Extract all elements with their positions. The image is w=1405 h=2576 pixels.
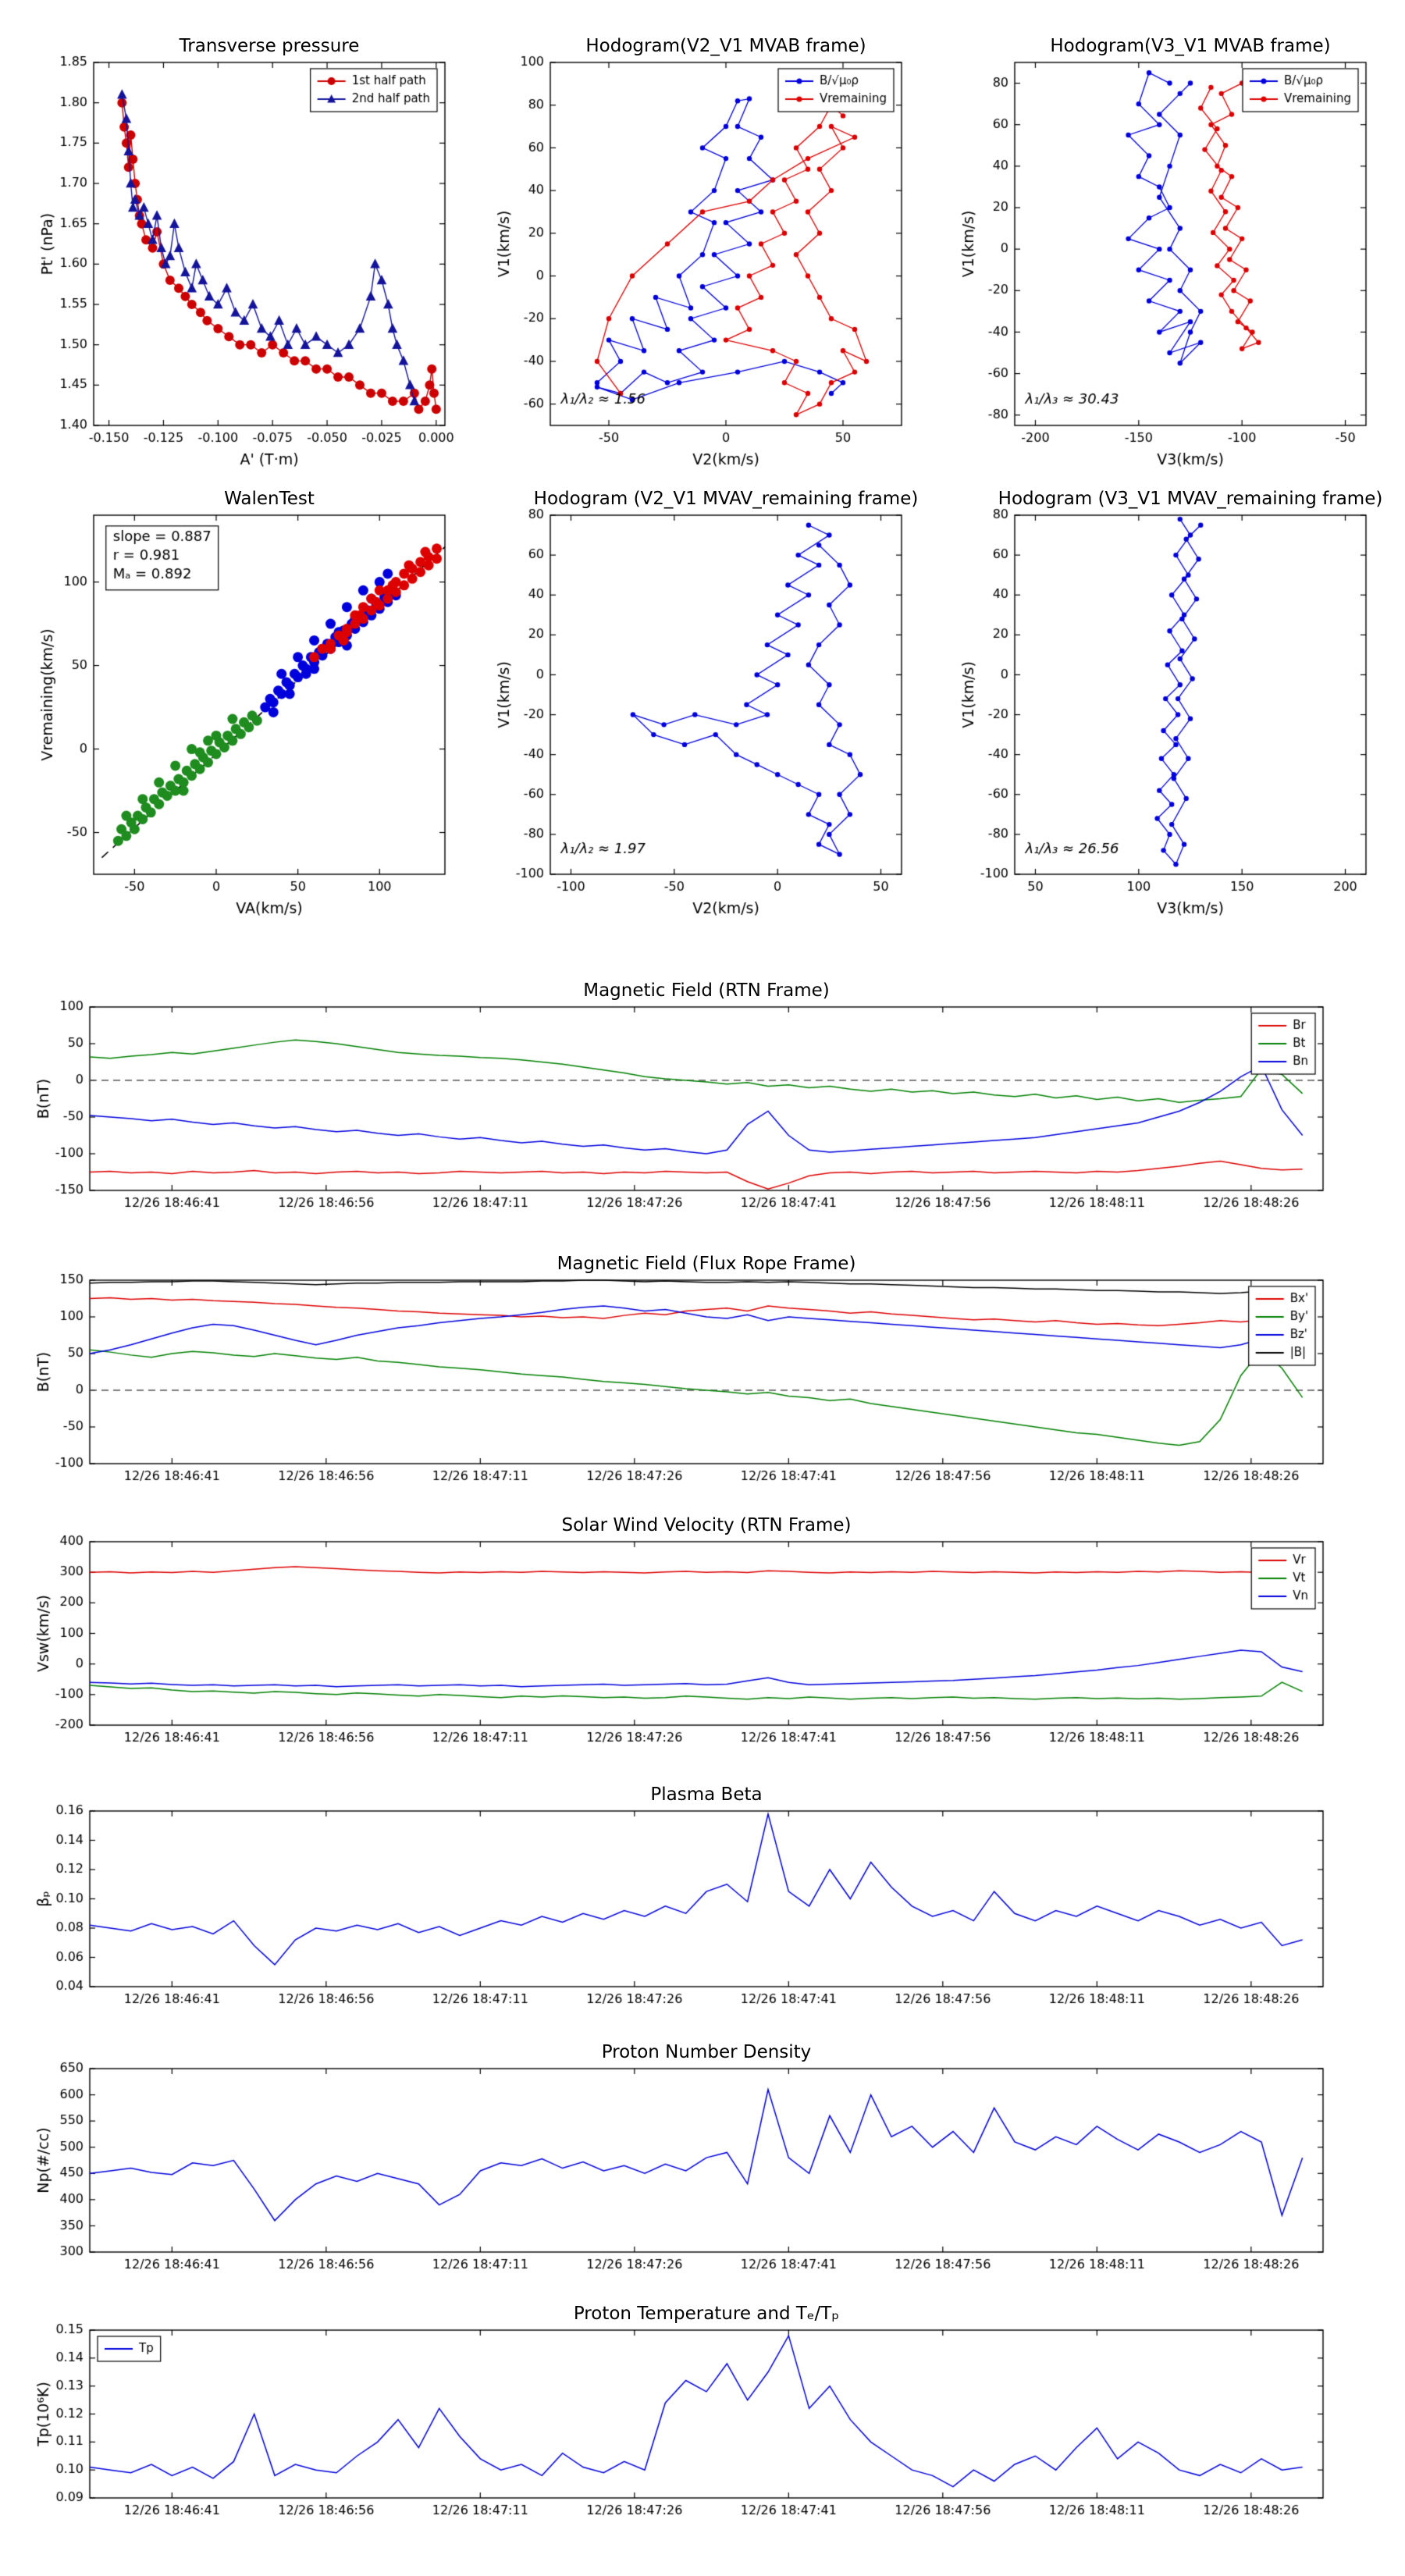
- figure-canvas: [0, 0, 1405, 2576]
- figure: Transverse pressure Hodogram(V2_V1 MVAB …: [0, 0, 1405, 2576]
